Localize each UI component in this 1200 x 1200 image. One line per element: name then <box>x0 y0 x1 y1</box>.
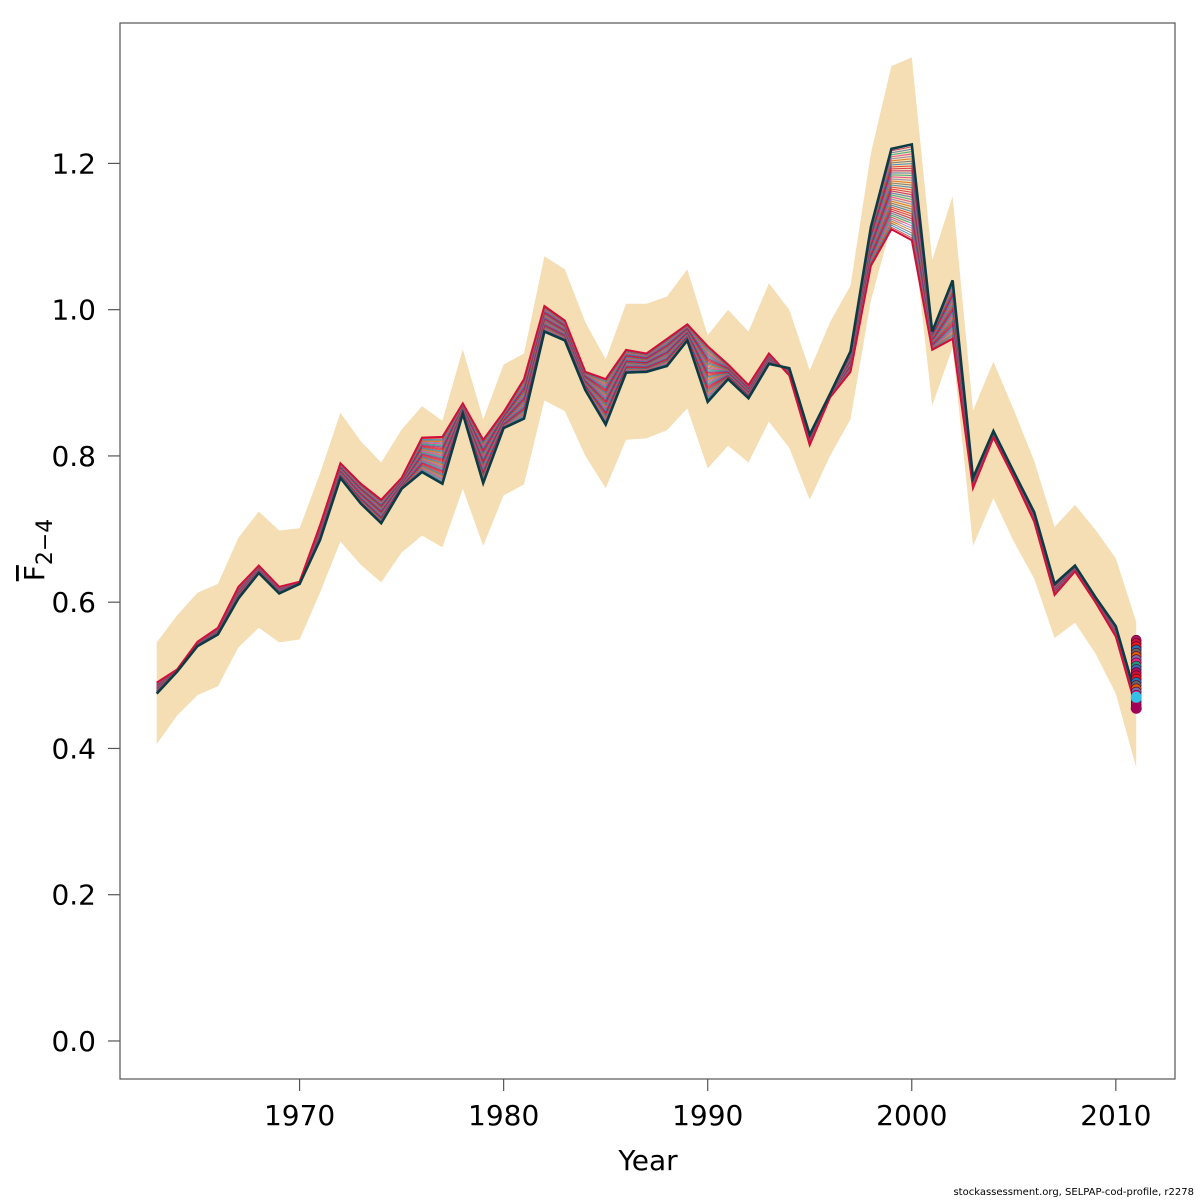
y-axis: 0.0 0.2 0.4 0.6 0.8 1.0 1.2 <box>51 147 120 1058</box>
end-point-min <box>1130 702 1142 714</box>
confidence-band-layer <box>156 57 1137 768</box>
x-axis-title: Year <box>617 1144 678 1177</box>
profile-line-upper <box>156 227 1138 709</box>
x-axis: 1970 1980 1990 2000 2010 <box>264 1079 1151 1132</box>
x-tick-label: 2000 <box>876 1099 947 1132</box>
y-tick-label: 0.8 <box>51 440 96 473</box>
footer-credit: stockassessment.org, SELPAP-cod-profile,… <box>953 1187 1194 1198</box>
y-tick-label: 1.0 <box>51 294 96 327</box>
end-point-base <box>1130 691 1142 703</box>
y-tick-label: 0.6 <box>51 586 96 619</box>
y-axis-title-main: F <box>18 565 51 581</box>
x-tick-label: 2010 <box>1080 1099 1151 1132</box>
base-line-layer <box>155 142 1138 698</box>
confidence-band <box>156 57 1137 768</box>
y-tick-label: 1.2 <box>51 147 96 180</box>
plot-frame <box>119 22 1176 1080</box>
end-points-layer <box>1130 634 1142 714</box>
base-series-line <box>155 142 1138 698</box>
x-tick-label: 1990 <box>672 1099 743 1132</box>
x-tick-label: 1980 <box>468 1099 539 1132</box>
y-tick-label: 0.4 <box>51 732 96 765</box>
x-tick-label: 1970 <box>264 1099 335 1132</box>
y-tick-label: 0.2 <box>51 879 96 912</box>
svg-text:F2−4: F2−4 <box>18 519 58 582</box>
y-tick-label: 0.0 <box>51 1025 96 1058</box>
y-axis-title: F2−4 <box>18 519 58 582</box>
y-axis-title-sub: 2−4 <box>33 519 58 565</box>
